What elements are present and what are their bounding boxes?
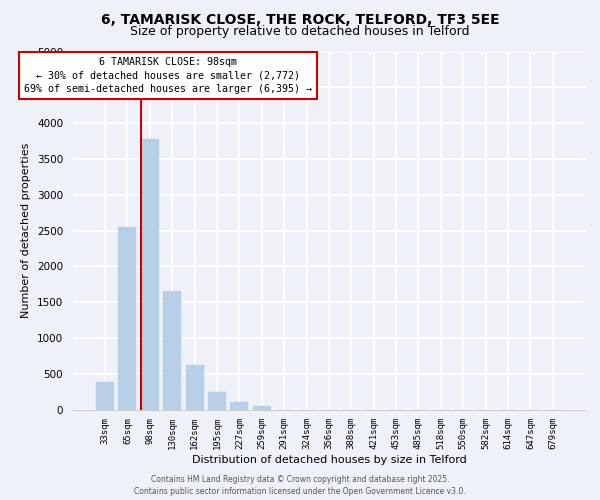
Text: 6, TAMARISK CLOSE, THE ROCK, TELFORD, TF3 5EE: 6, TAMARISK CLOSE, THE ROCK, TELFORD, TF… [101, 12, 499, 26]
Bar [141, 139, 159, 409]
Bar [118, 227, 136, 410]
Bar [163, 292, 181, 410]
Bar [208, 392, 226, 409]
Bar [230, 402, 248, 409]
Y-axis label: Number of detached properties: Number of detached properties [22, 143, 31, 318]
Bar [96, 382, 114, 409]
Bar [185, 365, 203, 410]
Text: Size of property relative to detached houses in Telford: Size of property relative to detached ho… [130, 25, 470, 38]
Bar [253, 406, 271, 409]
Text: 6 TAMARISK CLOSE: 98sqm
← 30% of detached houses are smaller (2,772)
69% of semi: 6 TAMARISK CLOSE: 98sqm ← 30% of detache… [24, 57, 312, 94]
Text: Contains HM Land Registry data © Crown copyright and database right 2025.
Contai: Contains HM Land Registry data © Crown c… [134, 475, 466, 496]
X-axis label: Distribution of detached houses by size in Telford: Distribution of detached houses by size … [191, 455, 466, 465]
